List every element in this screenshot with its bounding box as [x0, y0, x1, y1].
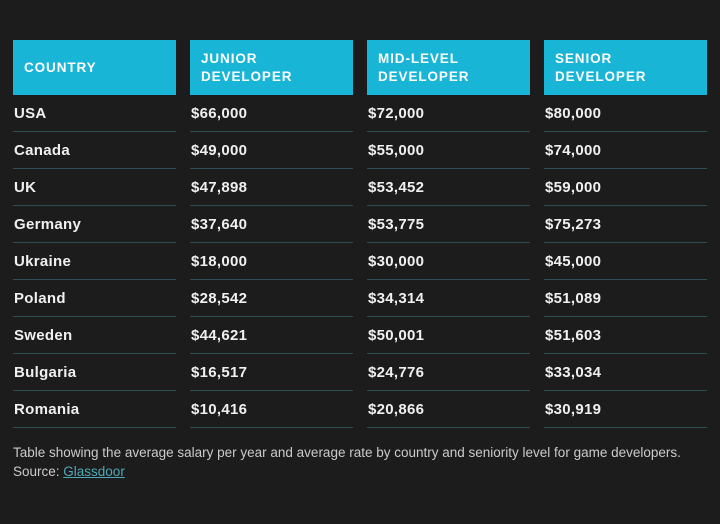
salary-cell: $59,000: [544, 169, 707, 206]
country-cell: Canada: [13, 132, 176, 169]
salary-cell: $49,000: [190, 132, 353, 169]
salary-cell: $75,273: [544, 206, 707, 243]
salary-cell: $53,775: [367, 206, 530, 243]
salary-cell: $51,603: [544, 317, 707, 354]
salary-cell: $20,866: [367, 391, 530, 428]
salary-cell: $16,517: [190, 354, 353, 391]
country-cell: Bulgaria: [13, 354, 176, 391]
salary-cell: $28,542: [190, 280, 353, 317]
country-cell: Poland: [13, 280, 176, 317]
salary-cell: $74,000: [544, 132, 707, 169]
salary-cell: $51,089: [544, 280, 707, 317]
column-header-junior-developer: JUNIOR DEVELOPER: [190, 40, 353, 95]
salary-cell: $18,000: [190, 243, 353, 280]
salary-cell: $80,000: [544, 95, 707, 132]
salary-cell: $10,416: [190, 391, 353, 428]
country-cell: Ukraine: [13, 243, 176, 280]
caption-text: Table showing the average salary per yea…: [13, 445, 681, 479]
salary-cell: $50,001: [367, 317, 530, 354]
salary-cell: $33,034: [544, 354, 707, 391]
salary-cell: $66,000: [190, 95, 353, 132]
salary-cell: $44,621: [190, 317, 353, 354]
table-container: COUNTRY JUNIOR DEVELOPER MID-LEVEL DEVEL…: [13, 40, 707, 481]
salary-cell: $53,452: [367, 169, 530, 206]
country-cell: UK: [13, 169, 176, 206]
salary-cell: $24,776: [367, 354, 530, 391]
salary-cell: $34,314: [367, 280, 530, 317]
salary-cell: $55,000: [367, 132, 530, 169]
salary-cell: $72,000: [367, 95, 530, 132]
salary-cell: $30,919: [544, 391, 707, 428]
salary-cell: $45,000: [544, 243, 707, 280]
salary-table: COUNTRY JUNIOR DEVELOPER MID-LEVEL DEVEL…: [13, 40, 707, 428]
country-cell: USA: [13, 95, 176, 132]
column-header-mid-level-developer: MID-LEVEL DEVELOPER: [367, 40, 530, 95]
country-cell: Sweden: [13, 317, 176, 354]
glassdoor-link[interactable]: Glassdoor: [63, 463, 125, 479]
column-header-senior-developer: SENIOR DEVELOPER: [544, 40, 707, 95]
salary-cell: $37,640: [190, 206, 353, 243]
column-header-country: COUNTRY: [13, 40, 176, 95]
country-cell: Romania: [13, 391, 176, 428]
country-cell: Germany: [13, 206, 176, 243]
salary-cell: $47,898: [190, 169, 353, 206]
salary-cell: $30,000: [367, 243, 530, 280]
table-caption: Table showing the average salary per yea…: [13, 444, 707, 481]
